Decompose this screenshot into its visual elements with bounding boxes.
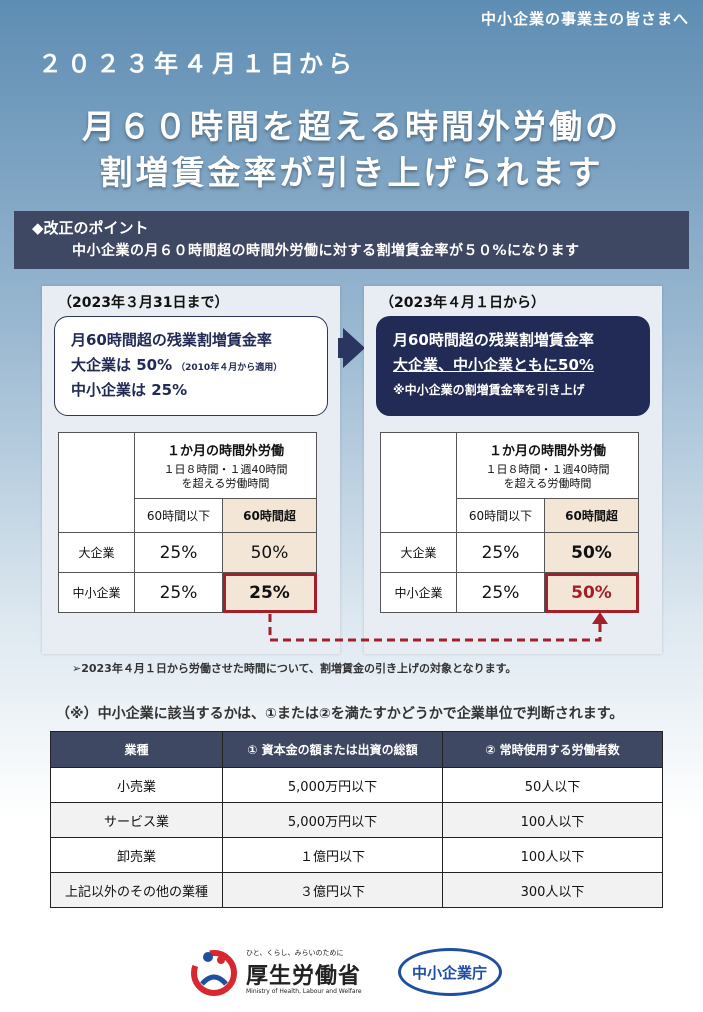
table-header: １か月の時間外労働 １日８時間・１週40時間 を超える労働時間: [134, 432, 317, 499]
logos: ひと、くらし、みらいのために 厚生労働省 Ministry of Health,…: [180, 940, 520, 1004]
row-label: 中小企業: [58, 572, 135, 613]
rate-cell: 25%: [134, 532, 223, 573]
after-rate-table: １か月の時間外労働 １日８時間・１週40時間 を超える労働時間 60時間以下 6…: [380, 432, 639, 613]
capital-cell: ３億円以下: [222, 872, 443, 908]
before-period: （2023年３月31日まで）: [58, 295, 229, 311]
capital-cell: １億円以下: [222, 837, 443, 873]
table-row: サービス業 5,000万円以下 100人以下: [50, 802, 663, 838]
mhlw-logo: ひと、くらし、みらいのために 厚生労働省 Ministry of Health,…: [180, 940, 390, 1004]
revision-point-bar: ◆改正のポイント 中小企業の月６０時間超の時間外労働に対する割増賃金率が５０%に…: [14, 211, 689, 269]
employees-cell: 50人以下: [442, 767, 663, 803]
before-large-note: （2010年４月から適用）: [176, 363, 283, 373]
table-header-sub2: を超える労働時間: [503, 477, 592, 490]
after-callout-rate: 大企業、中小企業ともに50%: [393, 356, 594, 374]
sme-criteria-note: （※）中小企業に該当するかは、①または②を満たすかどうかで企業単位で判断されます…: [56, 706, 624, 722]
highlighted-rate-cell: 50%: [544, 572, 639, 613]
rate-cell: 25%: [134, 572, 223, 613]
capital-cell: 5,000万円以下: [222, 802, 443, 838]
audience-label: 中小企業の事業主の皆さまへ: [480, 10, 689, 28]
table-header-sub2: を超える労働時間: [181, 477, 270, 490]
before-callout-title: 月60時間超の残業割増賃金率: [71, 331, 272, 349]
col-under-60: 60時間以下: [456, 498, 545, 533]
sme-header-capital: ① 資本金の額または出資の総額: [222, 731, 443, 768]
table-header-sub: １日８時間・１週40時間 を超える労働時間: [457, 463, 638, 492]
industry-cell: 卸売業: [50, 837, 223, 873]
highlighted-rate-cell: 25%: [222, 572, 317, 613]
before-rate-table: １か月の時間外労働 １日８時間・１週40時間 を超える労働時間 60時間以下 6…: [58, 432, 317, 613]
rate-cell: 25%: [456, 572, 545, 613]
row-label: 大企業: [58, 532, 135, 573]
rate-cell: 50%: [544, 532, 639, 573]
arrow-right-icon: [343, 328, 365, 368]
headline-line1: 月６０時間を超える時間外労働の: [81, 107, 621, 146]
mhlw-name: 厚生労働省: [246, 964, 362, 989]
before-panel: （2023年３月31日まで） 月60時間超の残業割増賃金率 大企業は 50% （2…: [42, 286, 340, 654]
sme-agency-oval: [398, 948, 502, 996]
before-callout: 月60時間超の残業割増賃金率 大企業は 50% （2010年４月から適用） 中小企…: [54, 316, 328, 416]
table-header: １か月の時間外労働 １日８時間・１週40時間 を超える労働時間: [456, 432, 639, 499]
sme-agency-logo: 中小企業庁: [398, 942, 508, 1002]
footnote: ➢2023年４月１日から労働させた時間について、割増賃金の引き上げの対象となりま…: [72, 662, 517, 675]
after-callout-note: ※中小企業の割増賃金率を引き上げ: [393, 383, 585, 397]
effective-date: ２０２３年４月１日から: [38, 50, 357, 78]
col-under-60: 60時間以下: [134, 498, 223, 533]
col-over-60: 60時間超: [544, 498, 639, 533]
industry-cell: 上記以外のその他の業種: [50, 872, 223, 908]
mhlw-english: Ministry of Health, Labour and Welfare: [246, 988, 362, 995]
col-over-60: 60時間超: [222, 498, 317, 533]
table-header-main: １か月の時間外労働: [166, 443, 284, 459]
revision-point-text: 中小企業の月６０時間超の時間外労働に対する割増賃金率が５０%になります: [72, 243, 580, 259]
employees-cell: 100人以下: [442, 802, 663, 838]
table-row: 上記以外のその他の業種 ３億円以下 300人以下: [50, 872, 663, 908]
table-corner: [380, 432, 457, 533]
after-panel: （2023年４月１日から） 月60時間超の残業割増賃金率 大企業、中小企業ともに…: [364, 286, 662, 654]
table-row: 卸売業 １億円以下 100人以下: [50, 837, 663, 873]
table-row: 小売業 5,000万円以下 50人以下: [50, 767, 663, 803]
rate-cell: 25%: [456, 532, 545, 573]
table-header-sub1: １日８時間・１週40時間: [163, 462, 288, 476]
sme-definition-table: 業種 ① 資本金の額または出資の総額 ② 常時使用する労働者数 小売業 5,00…: [50, 731, 663, 908]
capital-cell: 5,000万円以下: [222, 767, 443, 803]
revision-point-label: ◆改正のポイント: [32, 219, 149, 237]
headline-line2: 割増賃金率が引き上げられます: [99, 153, 604, 192]
before-callout-large: 大企業は 50% （2010年４月から適用）: [71, 354, 311, 375]
mhlw-tagline: ひと、くらし、みらいのために: [246, 949, 344, 957]
sme-agency-name: 中小企業庁: [412, 964, 488, 982]
before-callout-small: 中小企業は 25%: [71, 381, 188, 399]
industry-cell: サービス業: [50, 802, 223, 838]
industry-cell: 小売業: [50, 767, 223, 803]
sme-header-employees: ② 常時使用する労働者数: [442, 731, 663, 768]
after-callout-title: 月60時間超の残業割増賃金率: [393, 331, 594, 349]
dashed-connector-arrow-icon: [268, 612, 608, 642]
table-header-sub1: １日８時間・１週40時間: [485, 462, 610, 476]
after-period: （2023年４月１日から）: [380, 295, 545, 311]
table-header-main: １か月の時間外労働: [488, 443, 606, 459]
before-large-rate: 大企業は 50%: [71, 356, 173, 374]
employees-cell: 100人以下: [442, 837, 663, 873]
table-corner: [58, 432, 135, 533]
mhlw-emblem-icon: [191, 950, 237, 996]
table-header-sub: １日８時間・１週40時間 を超える労働時間: [135, 463, 316, 492]
employees-cell: 300人以下: [442, 872, 663, 908]
sme-header-industry: 業種: [50, 731, 223, 768]
row-label: 大企業: [380, 532, 457, 573]
row-label: 中小企業: [380, 572, 457, 613]
after-callout: 月60時間超の残業割増賃金率 大企業、中小企業ともに50% ※中小企業の割増賃金…: [376, 316, 650, 416]
rate-cell: 50%: [222, 532, 317, 573]
